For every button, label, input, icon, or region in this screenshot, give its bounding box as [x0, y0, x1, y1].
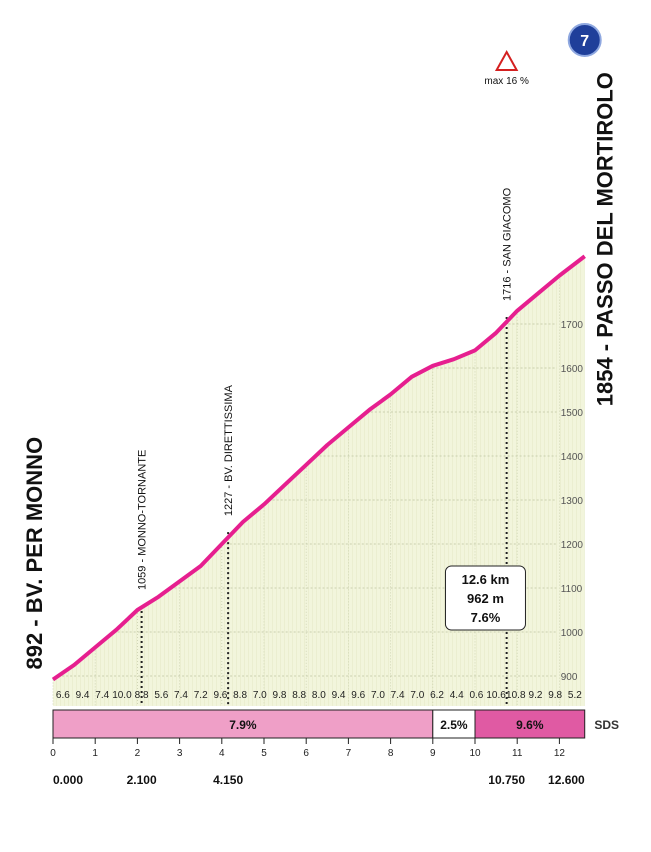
gridlines-layer: 900 1000 1100 1200 1300 1400 1500 1600 1700	[52, 275, 584, 706]
grade-value: 10.0	[112, 690, 132, 701]
climb-distance: 12.6 km	[462, 572, 510, 587]
km-tick-label: 5	[261, 748, 267, 759]
climb-average: 7.6%	[471, 610, 501, 625]
grade-value: 7.4	[174, 690, 188, 701]
km-tick-label: 12	[554, 748, 566, 759]
start-km-label: 0.000	[53, 773, 83, 787]
grade-value: 7.4	[391, 690, 405, 701]
labels-layer: 6.6 9.4 7.4 10.0 8.8 5.6 7.4 7.2 9.6 8.8 7.0 9.8 8.8…	[22, 23, 619, 787]
km-tick-label: 11	[512, 748, 523, 759]
altitude-tick-label: 900	[561, 672, 578, 683]
altitude-tick-label: 1700	[561, 320, 584, 331]
grade-value: 9.6	[351, 690, 365, 701]
grade-value: 10.6	[486, 690, 506, 701]
grade-value: 9.6	[213, 690, 227, 701]
altitude-tick-label: 1300	[561, 496, 584, 507]
waypoint-km-label: 4.150	[213, 773, 243, 787]
km-tick-label: 6	[303, 748, 309, 759]
climb-summary-box	[444, 565, 526, 631]
waypoint-km-label: 2.100	[127, 773, 157, 787]
grade-value: 7.0	[253, 690, 267, 701]
km-tick-label: 2	[135, 748, 141, 759]
grade-value: 6.2	[430, 690, 444, 701]
grade-value: 8.0	[312, 690, 326, 701]
category-badge-icon	[567, 23, 602, 57]
km-tick-label: 8	[388, 748, 394, 759]
grade-value: 8.8	[233, 690, 247, 701]
grade-value: 7.0	[371, 690, 385, 701]
grade-value: 9.8	[273, 690, 287, 701]
waypoint-name-label: 1227 - BV. DIRETTISSIMA	[223, 384, 235, 516]
grade-value: 6.6	[56, 690, 70, 701]
grade-value: 8.8	[292, 690, 306, 701]
max-grade-icon	[494, 49, 519, 71]
km-tick-label: 10	[469, 748, 481, 759]
grade-value: 7.4	[95, 690, 109, 701]
altitude-tick-label: 1200	[561, 540, 584, 551]
start-title: 892 - BV. PER MONNO	[22, 437, 47, 670]
grade-value: 10.8	[506, 690, 526, 701]
grade-value: 9.2	[529, 690, 543, 701]
climb-gain: 962 m	[467, 591, 504, 606]
finish-title: 1854 - PASSO DEL MORTIROLO	[593, 72, 618, 406]
waypoint-km-label: 10.750	[488, 773, 525, 787]
km-tick-label: 7	[346, 748, 352, 759]
profile-line-layer	[51, 254, 586, 682]
grade-value: 9.4	[76, 690, 90, 701]
altitude-tick-label: 1600	[561, 364, 584, 375]
km-tick-label: 0	[50, 748, 56, 759]
sector-label: 7.9%	[229, 718, 257, 732]
waypoint-name-label: 1059 - MONNO-TORNANTE	[137, 450, 149, 590]
km-tick-label: 3	[177, 748, 183, 759]
sector-bar	[474, 709, 586, 739]
grade-value: 9.4	[332, 690, 346, 701]
profile-line	[51, 254, 586, 682]
grade-value: 5.6	[154, 690, 168, 701]
grade-value: 9.8	[548, 690, 562, 701]
altitude-tick-label: 1500	[561, 408, 584, 419]
sector-bar	[432, 709, 476, 739]
sector-label: 9.6%	[516, 718, 544, 732]
category-badge-label: 7	[580, 33, 589, 50]
sponsor-logo: SDS	[594, 718, 619, 732]
altitude-tick-label: 1000	[561, 628, 584, 639]
km-tick-label: 4	[219, 748, 225, 759]
grade-value: 8.8	[135, 690, 149, 701]
km-tick-label: 9	[430, 748, 436, 759]
grade-value: 0.6	[469, 690, 483, 701]
grade-value: 7.0	[410, 690, 424, 701]
altitude-tick-label: 1100	[561, 584, 583, 595]
waypoint-name-label: 1716 - SAN GIACOMO	[502, 187, 514, 301]
grade-value: 7.2	[194, 690, 208, 701]
km-tick-label: 1	[92, 748, 98, 759]
sector-label: 2.5%	[440, 718, 468, 732]
altitude-tick-label: 1400	[561, 452, 584, 463]
sector-bar	[52, 709, 434, 739]
grade-value: 5.2	[568, 690, 582, 701]
grade-value: 4.4	[450, 690, 464, 701]
finish-km-label: 12.600	[548, 773, 585, 787]
max-grade-label: max 16 %	[484, 76, 529, 87]
